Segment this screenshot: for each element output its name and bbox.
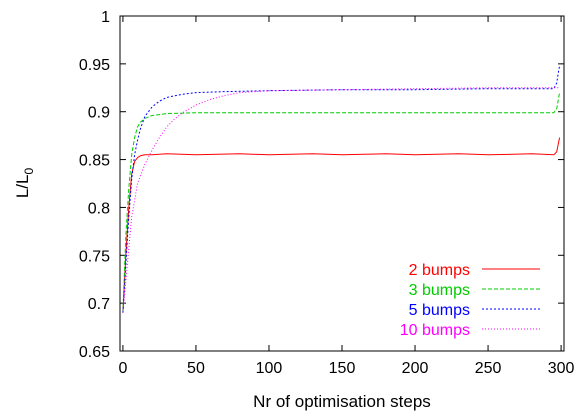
plot-frame bbox=[120, 16, 564, 351]
y-tick-label: 0.75 bbox=[79, 248, 110, 265]
series-line-5-bumps bbox=[123, 66, 560, 313]
x-tick-label: 0 bbox=[118, 360, 127, 377]
y-tick-label: 1 bbox=[101, 9, 110, 26]
series-line-2-bumps bbox=[123, 138, 560, 313]
legend-label: 2 bumps bbox=[409, 262, 470, 279]
y-tick-label: 0.85 bbox=[79, 153, 110, 170]
series-lines bbox=[123, 66, 560, 313]
x-tick-label: 250 bbox=[475, 360, 502, 377]
legend: 2 bumps 3 bumps 5 bumps 10 bumps bbox=[400, 262, 540, 339]
series-line-3-bumps bbox=[123, 93, 560, 313]
legend-label: 5 bumps bbox=[409, 302, 470, 319]
y-axis-title-subscript: 0 bbox=[22, 168, 36, 175]
x-tick-label: 150 bbox=[329, 360, 356, 377]
y-tick-label: 0.9 bbox=[88, 105, 110, 122]
legend-label: 10 bumps bbox=[400, 322, 470, 339]
legend-label: 3 bumps bbox=[409, 282, 470, 299]
x-tick-label: 200 bbox=[402, 360, 429, 377]
y-tick-label: 0.65 bbox=[79, 344, 110, 361]
axis-tick-labels: 0 50 100 150 200 250 300 0.65 0.7 0.75 0.8 0.85 0.9 0… bbox=[79, 9, 575, 377]
series-line-10-bumps bbox=[123, 88, 560, 313]
y-axis-title: L/L0 bbox=[13, 168, 36, 199]
y-tick-label: 0.7 bbox=[88, 296, 110, 313]
x-tick-label: 50 bbox=[187, 360, 205, 377]
x-axis-title: Nr of optimisation steps bbox=[253, 392, 431, 411]
x-tick-label: 100 bbox=[256, 360, 283, 377]
y-tick-label: 0.8 bbox=[88, 200, 110, 217]
y-axis-title-main: L/L bbox=[13, 175, 32, 199]
y-tick-label: 0.95 bbox=[79, 57, 110, 74]
x-tick-label: 300 bbox=[548, 360, 575, 377]
axis-ticks bbox=[120, 16, 564, 351]
